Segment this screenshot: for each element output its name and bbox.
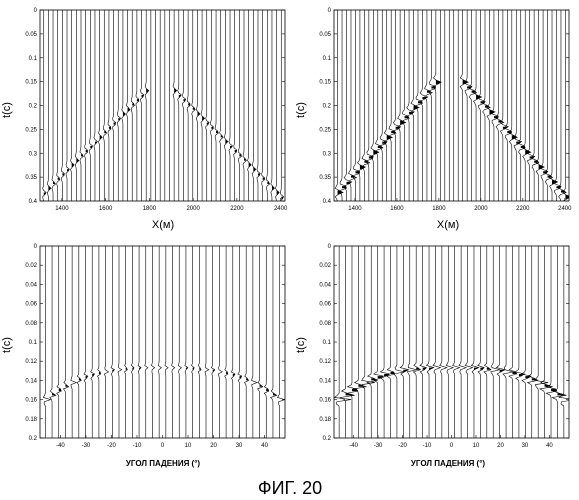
x-tick-label: -20 xyxy=(107,443,116,449)
y-tick-label: 0.35 xyxy=(25,175,37,181)
y-tick-label: 0.2 xyxy=(29,436,38,442)
y-tick-label: 0.25 xyxy=(25,127,37,133)
x-tick-label: 2200 xyxy=(230,206,244,212)
y-tick-label: 0.02 xyxy=(25,263,37,269)
x-tick-label: 2400 xyxy=(558,206,572,212)
y-tick-label: 0.05 xyxy=(319,32,331,38)
x-tick-label: 20 xyxy=(210,443,217,449)
trace-fill xyxy=(137,99,139,101)
x-tick-label: 2200 xyxy=(516,206,530,212)
trace-fill xyxy=(62,173,64,175)
x-tick-label: -20 xyxy=(398,443,407,449)
x-tick-label: -30 xyxy=(82,443,91,449)
panel-top-right-ylabel: t(c) xyxy=(295,102,307,118)
panel-top-right-xlabel: X(м) xyxy=(437,219,459,231)
x-tick-label: 30 xyxy=(522,443,529,449)
x-tick-label: -40 xyxy=(56,443,65,449)
trace-fill xyxy=(188,103,190,105)
y-tick-label: 0.08 xyxy=(25,321,37,327)
x-tick-label: -10 xyxy=(133,443,142,449)
y-tick-label: 0.1 xyxy=(323,340,332,346)
trace-fill xyxy=(211,127,213,129)
y-tick-label: 0.05 xyxy=(25,32,37,38)
panel-bottom-right-xlabel: УГОЛ ПАДЕНИЯ (°) xyxy=(411,459,485,468)
y-tick-label: 0.18 xyxy=(25,417,37,423)
y-tick-label: 0.06 xyxy=(25,302,37,308)
y-tick-label: 0.1 xyxy=(29,340,38,346)
x-tick-label: 1400 xyxy=(55,206,69,212)
x-tick-label: 1800 xyxy=(432,206,446,212)
panel-top-left-xlabel: X(м) xyxy=(152,219,174,231)
x-tick-label: 10 xyxy=(473,443,480,449)
x-tick-label: -40 xyxy=(349,443,358,449)
y-tick-label: 0.2 xyxy=(323,436,332,442)
x-tick-label: 40 xyxy=(261,443,268,449)
y-tick-label: 0.3 xyxy=(29,151,38,157)
y-tick-label: 0.16 xyxy=(319,398,331,404)
y-tick-label: 0.3 xyxy=(323,151,332,157)
y-tick-label: 0.2 xyxy=(29,104,38,110)
y-tick-label: 0.14 xyxy=(319,378,331,384)
panel-top-left-ylabel: t(c) xyxy=(1,102,13,118)
y-tick-label: 0.15 xyxy=(25,80,37,86)
y-tick-label: 0.1 xyxy=(323,56,332,62)
x-tick-label: 2400 xyxy=(274,206,288,212)
panel-bottom-left-ylabel: t(c) xyxy=(1,337,13,353)
x-tick-label: -10 xyxy=(423,443,432,449)
trace-fill xyxy=(263,178,265,180)
trace-fill xyxy=(86,150,88,152)
x-tick-label: 1600 xyxy=(390,206,404,212)
x-tick-label: -30 xyxy=(374,443,383,449)
x-tick-label: 10 xyxy=(185,443,192,449)
y-tick-label: 0.18 xyxy=(319,417,331,423)
x-tick-label: 1800 xyxy=(143,206,157,212)
y-tick-label: 0.1 xyxy=(29,56,38,62)
x-tick-label: 30 xyxy=(236,443,243,449)
x-tick-label: 1400 xyxy=(348,206,362,212)
y-tick-label: 0.2 xyxy=(323,104,332,110)
x-tick-label: 40 xyxy=(546,443,553,449)
y-tick-label: 0.16 xyxy=(25,398,37,404)
y-tick-label: 0.06 xyxy=(319,302,331,308)
y-tick-label: 0.4 xyxy=(323,199,332,205)
y-tick-label: 0.4 xyxy=(29,199,38,205)
x-tick-label: 2000 xyxy=(474,206,488,212)
x-tick-label: 2000 xyxy=(186,206,200,212)
y-tick-label: 0.14 xyxy=(25,378,37,384)
x-tick-label: 20 xyxy=(497,443,504,449)
y-tick-label: 0.04 xyxy=(25,282,37,288)
y-tick-label: 0.25 xyxy=(319,127,331,133)
y-tick-label: 0.02 xyxy=(319,263,331,269)
y-tick-label: 0.08 xyxy=(319,321,331,327)
y-tick-label: 0.04 xyxy=(319,282,331,288)
x-tick-label: 1600 xyxy=(99,206,113,212)
figure-caption: ФИГ. 20 xyxy=(258,478,322,498)
y-tick-label: 0.12 xyxy=(319,359,331,365)
y-tick-label: 0.15 xyxy=(319,80,331,86)
y-tick-label: 0.12 xyxy=(25,359,37,365)
panel-bottom-left-xlabel: УГОЛ ПАДЕНИЯ (°) xyxy=(126,459,200,468)
y-tick-label: 0.35 xyxy=(319,175,331,181)
panel-bottom-right-ylabel: t(c) xyxy=(295,337,307,353)
